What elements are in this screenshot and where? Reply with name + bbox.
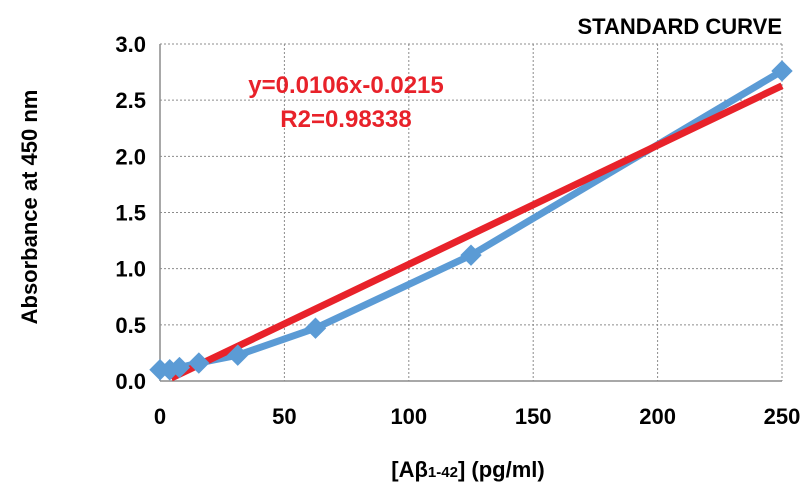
axes (159, 44, 782, 382)
y-axis-label: Absorbance at 450 nm (17, 90, 42, 325)
y-tick-label: 0.0 (115, 369, 146, 394)
x-tick-label: 200 (639, 404, 676, 429)
r-squared-label: R2=0.98338 (280, 106, 411, 133)
x-axis-label-prefix: [Aβ (391, 457, 428, 482)
linear-trendline (169, 82, 784, 382)
data-point-marker (460, 244, 482, 266)
y-tick-label: 2.0 (115, 144, 146, 169)
data-point-marker (771, 60, 793, 82)
trendline-equation: y=0.0106x-0.0215 (248, 72, 444, 99)
y-tick-label: 1.0 (115, 257, 146, 282)
y-tick-label: 0.5 (115, 313, 146, 338)
x-axis-label-suffix: ] (pg/ml) (458, 457, 545, 482)
x-tick-label: 50 (272, 404, 296, 429)
y-tick-label: 2.5 (115, 88, 146, 113)
data-point-marker (168, 356, 191, 379)
x-tick-label: 250 (764, 404, 801, 429)
data-point-marker (188, 352, 210, 374)
x-tick-label: 0 (154, 404, 166, 429)
chart-title: STANDARD CURVE (577, 14, 782, 39)
series-layer (149, 60, 793, 382)
tick-labels: 0.0 0.5 1.0 1.5 2.0 2.5 3.0 0 50 100 150 200 250 (115, 32, 800, 429)
data-point-marker (227, 344, 249, 366)
x-tick-label: 100 (390, 404, 427, 429)
x-axis-label: [Aβ1-42] (pg/ml) (391, 457, 544, 482)
x-tick-label: 150 (515, 404, 552, 429)
y-tick-label: 1.5 (115, 201, 146, 226)
y-tick-label: 3.0 (115, 32, 146, 57)
data-point-marker (304, 317, 327, 339)
x-axis-label-subscript: 1-42 (428, 464, 458, 481)
